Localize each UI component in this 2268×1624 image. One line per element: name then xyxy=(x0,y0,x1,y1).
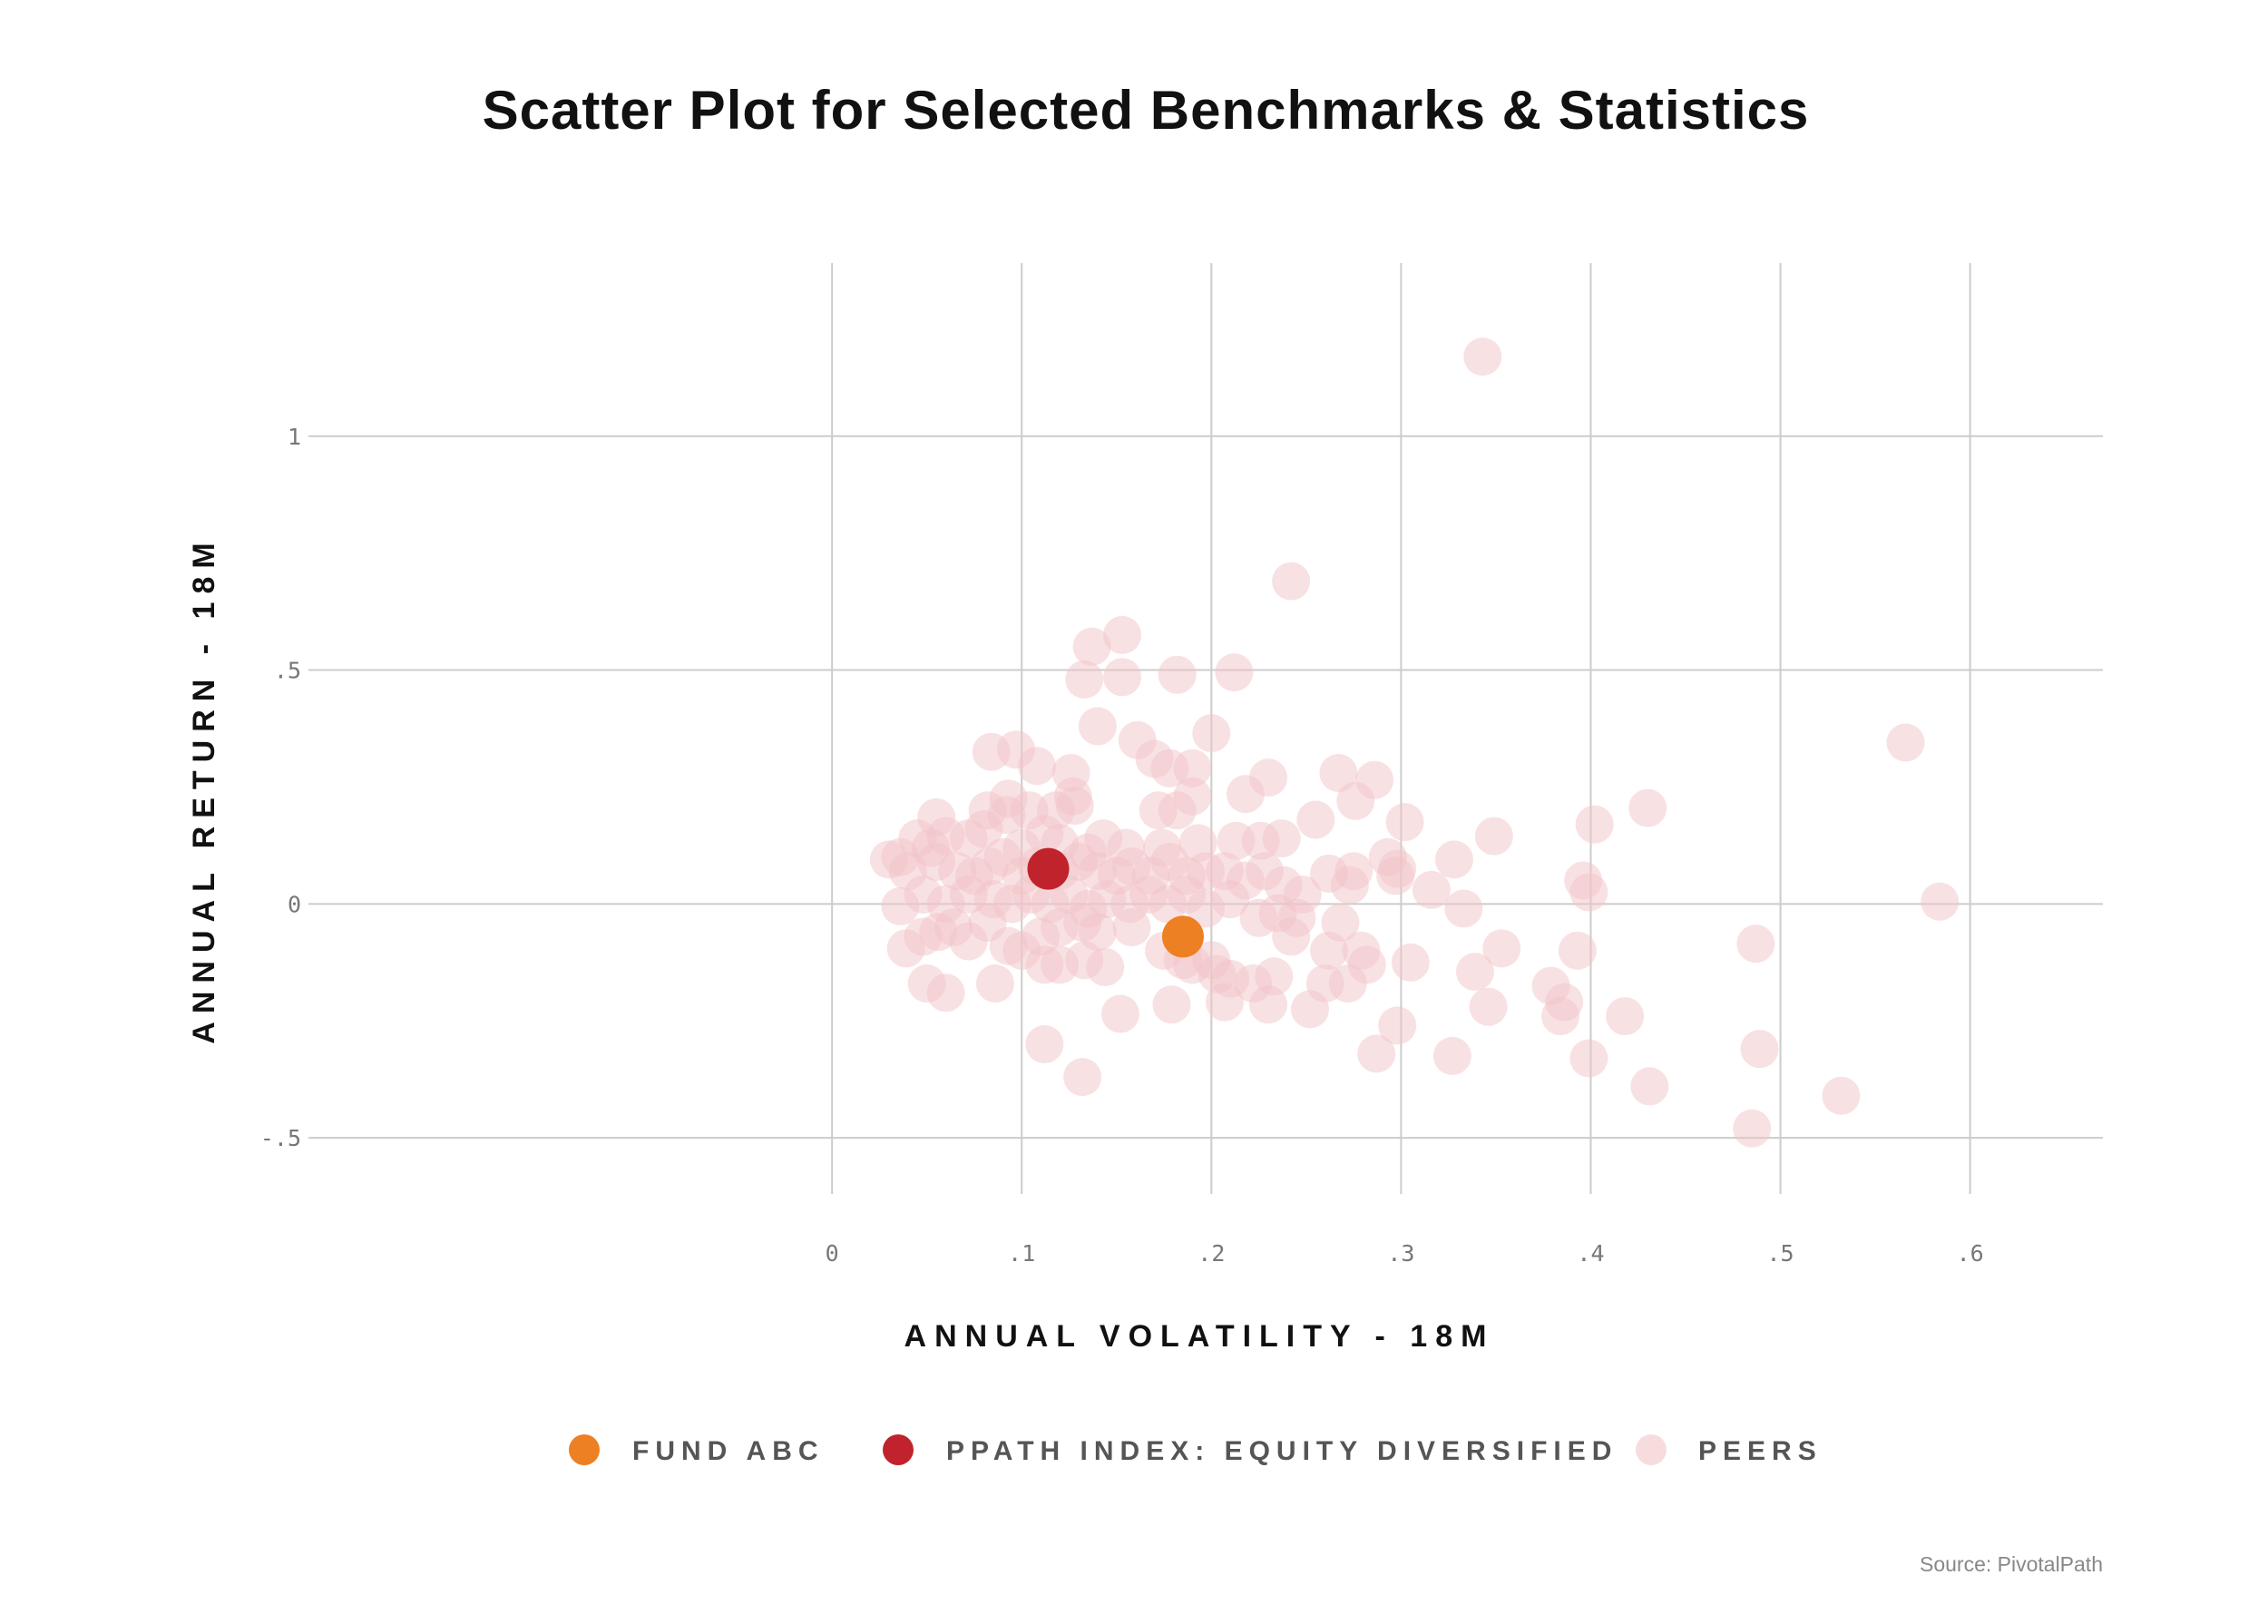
point-peers xyxy=(964,809,1003,848)
legend-label-peers: PEERS xyxy=(1698,1436,1823,1466)
point-peers xyxy=(1886,723,1925,762)
point-peers xyxy=(1173,777,1212,816)
point-peers xyxy=(1296,800,1335,839)
point-peers xyxy=(1569,1039,1608,1078)
point-peers xyxy=(1630,1067,1669,1106)
point-peers xyxy=(1569,873,1608,912)
point-peers xyxy=(1152,985,1191,1024)
point-peers xyxy=(1474,817,1513,856)
point-peers xyxy=(1545,983,1584,1022)
point-peers xyxy=(1482,929,1521,968)
point-peers xyxy=(1463,338,1502,377)
point-peers xyxy=(1357,1034,1396,1073)
point-peers xyxy=(1558,931,1597,970)
y-tick-label: 1 xyxy=(288,424,301,450)
legend-marker-peers xyxy=(1636,1434,1667,1465)
point-peers xyxy=(1412,870,1451,909)
point-peers xyxy=(1103,658,1142,697)
point-peers xyxy=(1100,994,1139,1033)
point-peers xyxy=(1822,1076,1861,1115)
point-peers xyxy=(1469,987,1508,1026)
point-peers xyxy=(1606,997,1645,1036)
point-peers xyxy=(1205,983,1244,1022)
point-peers xyxy=(1217,821,1256,860)
point-peers xyxy=(1065,660,1104,699)
point-peers xyxy=(1215,653,1254,692)
point-peers xyxy=(1078,707,1117,746)
point-peers xyxy=(1455,953,1494,992)
point-peers xyxy=(1112,908,1151,947)
legend-marker-ppath-index-equity-diversified xyxy=(883,1434,914,1465)
point-peers xyxy=(1733,1109,1772,1148)
x-tick-label: .6 xyxy=(1957,1240,1984,1267)
point-peers xyxy=(1063,1058,1102,1097)
point-peers xyxy=(989,779,1028,818)
point-peers xyxy=(1309,931,1348,970)
point-peers xyxy=(1575,805,1614,844)
point-peers xyxy=(1086,947,1125,986)
point-peers xyxy=(1249,985,1288,1024)
data-points xyxy=(869,338,1960,1148)
point-peers xyxy=(1173,748,1212,788)
legend-label-ppath-index-equity-diversified: PPATH INDEX: EQUITY DIVERSIFIED xyxy=(946,1436,1618,1466)
grid xyxy=(308,263,2103,1194)
point-peers xyxy=(1017,747,1056,786)
y-tick-label: -.5 xyxy=(260,1125,301,1151)
legend-label-fund-abc: FUND ABC xyxy=(632,1436,825,1466)
point-ppath-index-equity-diversified xyxy=(1027,847,1070,890)
point-peers xyxy=(1444,889,1483,928)
x-tick-label: .2 xyxy=(1198,1240,1225,1267)
chart-title: Scatter Plot for Selected Benchmarks & S… xyxy=(483,80,1810,141)
legend: FUND ABC PPATH INDEX: EQUITY DIVERSIFIED P… xyxy=(569,1434,1823,1466)
point-peers xyxy=(1328,964,1367,1003)
y-axis-label: ANNUAL RETURN - 18M xyxy=(187,534,221,1043)
point-peers xyxy=(1330,866,1369,905)
point-peers xyxy=(1072,627,1111,666)
x-tick-label: .3 xyxy=(1387,1240,1414,1267)
point-peers xyxy=(1025,1025,1064,1064)
point-peers xyxy=(1272,917,1311,956)
x-tick-label: 0 xyxy=(826,1240,839,1267)
point-peers xyxy=(1211,880,1250,919)
point-fund-abc xyxy=(1161,915,1204,958)
point-peers xyxy=(1391,943,1430,982)
point-peers xyxy=(1272,562,1311,601)
x-tick-label: .5 xyxy=(1767,1240,1794,1267)
point-peers xyxy=(1736,925,1775,964)
source-note: Source: PivotalPath xyxy=(1920,1552,2103,1576)
point-peers xyxy=(1432,1036,1471,1075)
point-peers xyxy=(1385,803,1424,842)
x-tick-label: .1 xyxy=(1008,1240,1035,1267)
point-peers xyxy=(1434,840,1473,879)
point-peers xyxy=(1103,615,1142,654)
point-peers xyxy=(1249,758,1288,797)
point-peers xyxy=(1239,898,1278,937)
legend-marker-fund-abc xyxy=(569,1434,600,1465)
x-axis-label: ANNUAL VOLATILITY - 18M xyxy=(904,1319,1495,1354)
point-peers xyxy=(1336,781,1375,820)
point-peers xyxy=(1291,990,1330,1029)
tick-labels: 0 .1 .2 .3 .4 .5 .6 1 .5 0 -.5 xyxy=(260,424,1984,1267)
point-peers xyxy=(1158,655,1197,694)
x-tick-label: .4 xyxy=(1577,1240,1604,1267)
point-peers xyxy=(1740,1030,1779,1069)
point-peers xyxy=(1376,856,1415,895)
y-tick-label: 0 xyxy=(288,891,301,917)
point-peers xyxy=(1319,753,1358,792)
point-peers xyxy=(1192,714,1231,753)
point-peers xyxy=(975,964,1014,1003)
point-peers xyxy=(1921,882,1960,921)
point-peers xyxy=(1628,788,1667,827)
point-peers xyxy=(926,973,965,1013)
point-peers xyxy=(1378,1006,1417,1045)
point-peers xyxy=(1139,791,1178,830)
point-peers xyxy=(1055,787,1094,826)
y-tick-label: .5 xyxy=(274,658,301,684)
